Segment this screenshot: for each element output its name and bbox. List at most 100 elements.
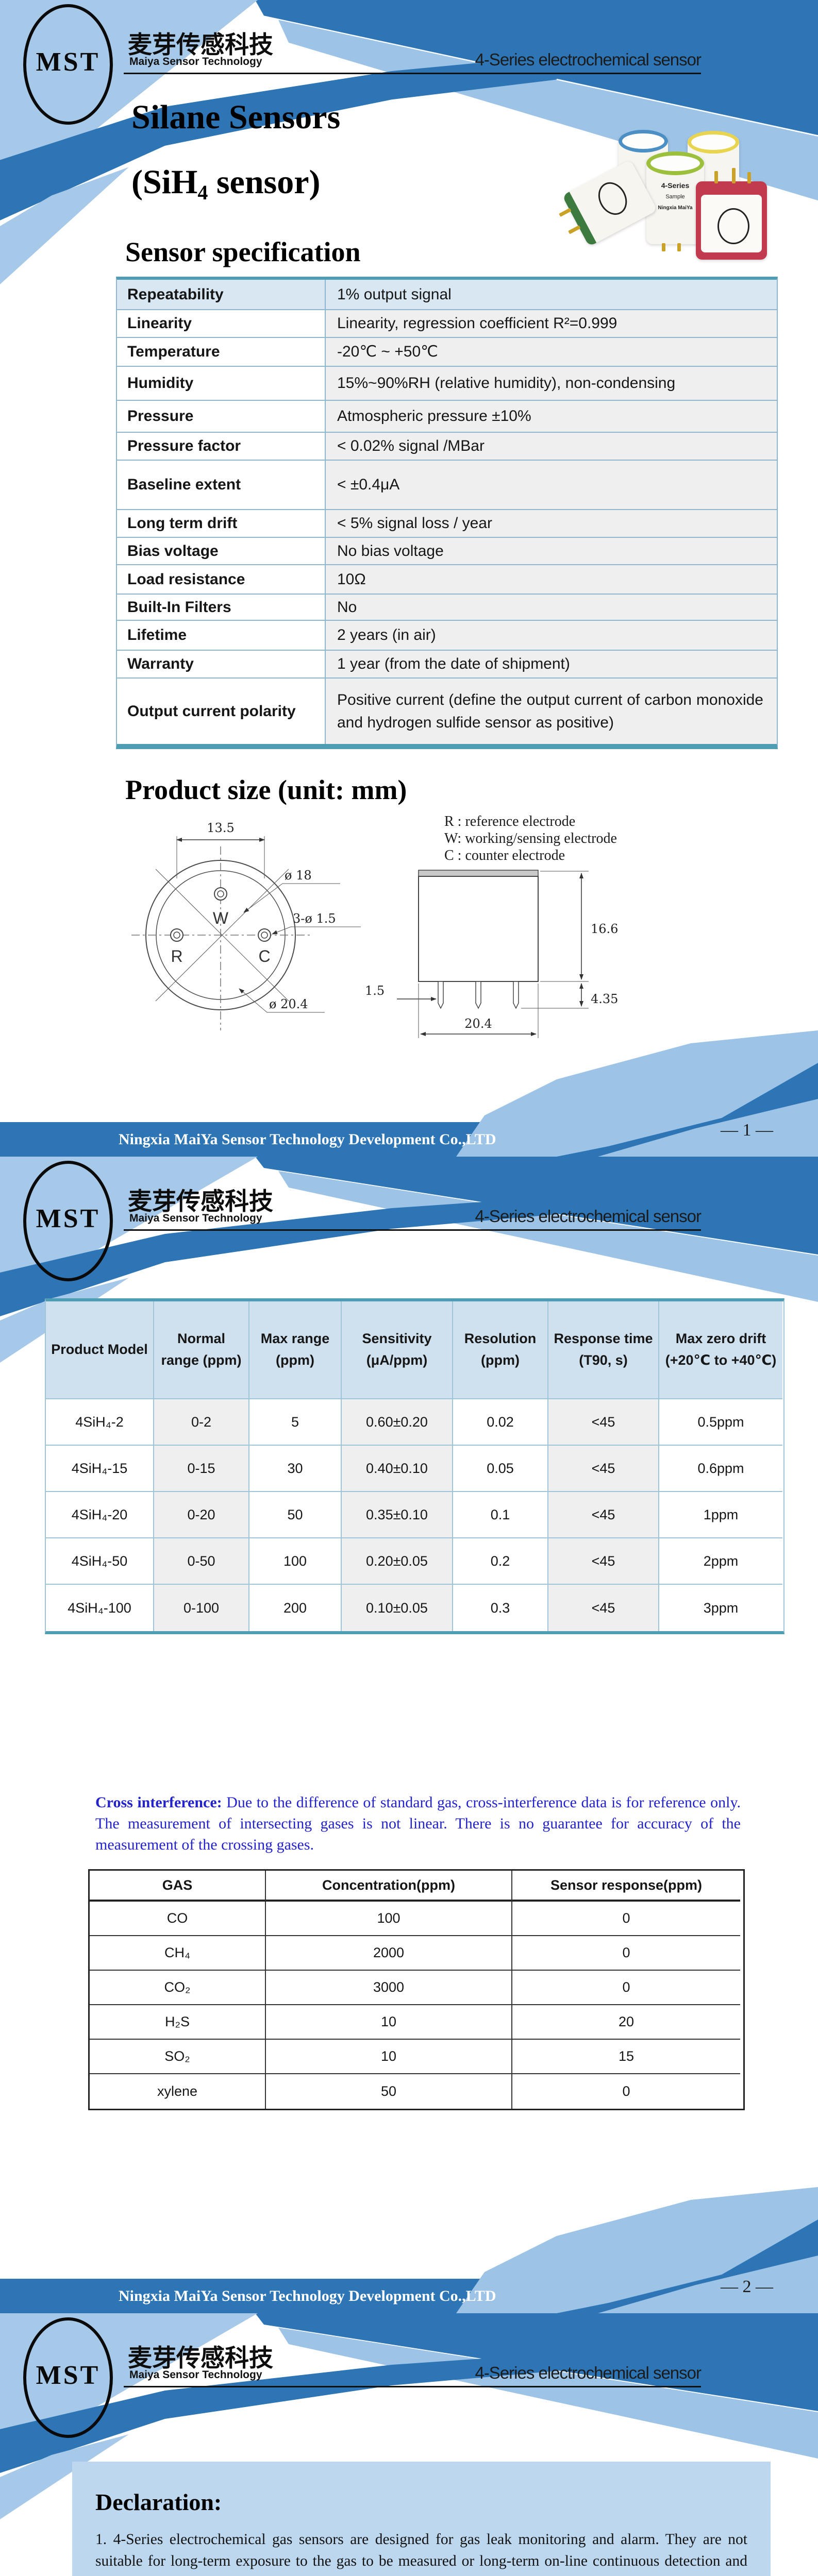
pin-c-inner <box>261 931 268 939</box>
gas-header-cell: Sensor response(ppm) <box>512 1871 740 1902</box>
declaration-box: Declaration: 1. 4-Series electrochemical… <box>72 2462 771 2576</box>
mst-logo: MST <box>23 2317 113 2438</box>
mst-logo-text: MST <box>36 1204 101 1233</box>
sensor-pin <box>568 225 581 234</box>
cell-gas: H₂S <box>90 2005 266 2040</box>
spec-label: Repeatability <box>117 280 325 309</box>
body-pins <box>438 981 519 1009</box>
model-header-cell: Sensitivity (μA/ppm) <box>342 1301 453 1399</box>
cell-response-time: <45 <box>548 1585 659 1631</box>
spec-value: < 5% signal loss / year <box>325 510 777 537</box>
declaration-item: 1. 4-Series electrochemical gas sensors … <box>95 2531 747 2576</box>
sensor-back-cap <box>562 192 597 247</box>
electrode-legend: R : reference electrode W: working/sensin… <box>444 813 617 864</box>
cell-resolution: 0.05 <box>453 1446 548 1492</box>
legend-line: C : counter electrode <box>444 848 565 863</box>
legend-line: R : reference electrode <box>444 814 576 829</box>
cell-concentration: 10 <box>266 2040 512 2074</box>
pin-label-r: R <box>171 947 182 965</box>
cell-max-range: 200 <box>249 1585 342 1631</box>
cell-response: 15 <box>512 2040 740 2074</box>
page-footer: Ningxia MaiYa Sensor Technology Developm… <box>0 1023 818 1157</box>
cell-model: 4SiH₄-20 <box>46 1492 154 1538</box>
spec-table-row: Lifetime 2 years (in air) <box>117 621 777 651</box>
dim-20-4: 20.4 <box>464 1016 492 1031</box>
spec-table-row: Bias voltage No bias voltage <box>117 538 777 565</box>
sensor-pin <box>732 168 736 183</box>
spec-value: No <box>325 595 777 620</box>
spec-value: 2 years (in air) <box>325 621 777 650</box>
outer-circle <box>145 860 296 1010</box>
pin-w <box>214 887 227 901</box>
cell-max-range: 5 <box>249 1399 342 1446</box>
spec-label: Bias voltage <box>117 538 325 564</box>
cell-zero-drift: 0.6ppm <box>659 1446 782 1492</box>
spec-table: Repeatability 1% output signal Linearity… <box>116 277 778 749</box>
spec-label: Lifetime <box>117 621 325 650</box>
sensor-pin <box>559 208 572 217</box>
cell-gas: CO <box>90 1902 266 1936</box>
spec-table-row: Baseline extent < ±0.4μA <box>117 461 777 510</box>
spec-label: Temperature <box>117 338 325 366</box>
cell-normal-range: 0-2 <box>154 1399 249 1446</box>
cell-max-range: 100 <box>249 1538 342 1585</box>
cell-max-range: 30 <box>249 1446 342 1492</box>
cell-zero-drift: 3ppm <box>659 1585 782 1631</box>
model-header-cell: Response time (T90, s) <box>548 1301 659 1399</box>
cross-interference-lead: Cross interference: <box>95 1794 222 1811</box>
cell-response: 0 <box>512 1971 740 2005</box>
cell-zero-drift: 0.5ppm <box>659 1399 782 1446</box>
cell-sensitivity: 0.35±0.10 <box>342 1492 453 1538</box>
cell-max-range: 50 <box>249 1492 342 1538</box>
cell-sensitivity: 0.60±0.20 <box>342 1399 453 1446</box>
cell-concentration: 10 <box>266 2005 512 2040</box>
sensor-red <box>696 168 767 260</box>
spec-table-row: Load resistance 10Ω <box>117 565 777 595</box>
cell-normal-range: 0-50 <box>154 1538 249 1585</box>
header-rule <box>124 2386 701 2387</box>
spec-label: Pressure factor <box>117 433 325 460</box>
spec-value: -20℃ ~ +50℃ <box>325 338 777 366</box>
spec-label: Baseline extent <box>117 461 325 509</box>
spec-label: Built-In Filters <box>117 595 325 620</box>
model-table-body: 4SiH₄-2 0-2 5 0.60±0.20 0.02 <45 0.5ppm … <box>46 1399 783 1631</box>
pin-label-w: W <box>213 909 229 927</box>
spec-table-row: Repeatability 1% output signal <box>117 280 777 310</box>
spec-table-row: Pressure factor < 0.02% signal /MBar <box>117 433 777 461</box>
dim-13-5: 13.5 <box>207 821 234 835</box>
document-subtitle: (SiH4 sensor) <box>131 163 321 205</box>
gas-header-cell: Concentration(ppm) <box>266 1871 512 1902</box>
spec-label: Pressure <box>117 401 325 432</box>
footer-company: Ningxia MaiYa Sensor Technology Developm… <box>119 2287 496 2304</box>
dim-1-5: 1.5 <box>365 984 385 998</box>
model-header-cell: Product Model <box>46 1301 154 1399</box>
dim-16-6: 16.6 <box>591 922 618 936</box>
cell-zero-drift: 2ppm <box>659 1538 782 1585</box>
model-table-header: Product Model Normal range (ppm) Max range… <box>46 1301 783 1399</box>
spec-label: Long term drift <box>117 510 325 537</box>
cell-response-time: <45 <box>548 1446 659 1492</box>
page-footer: Ningxia MaiYa Sensor Technology Developm… <box>0 2179 818 2313</box>
header-rule <box>124 1229 701 1231</box>
brand-name-english: Maiya Sensor Technology <box>129 56 262 67</box>
sensor-pin <box>677 243 681 251</box>
spec-section-heading: Sensor specification <box>125 236 361 267</box>
cell-concentration: 100 <box>266 1902 512 1936</box>
leader-line <box>239 988 268 1013</box>
spec-table-row: Long term drift < 5% signal loss / year <box>117 510 777 538</box>
pin-r <box>170 928 183 942</box>
cell-sensitivity: 0.40±0.10 <box>342 1446 453 1492</box>
gas-header-cell: GAS <box>90 1871 266 1902</box>
cell-normal-range: 0-15 <box>154 1446 249 1492</box>
mst-logo-text: MST <box>36 2360 101 2390</box>
spec-table-row: Temperature -20℃ ~ +50℃ <box>117 338 777 367</box>
cell-concentration: 3000 <box>266 1971 512 2005</box>
cell-resolution: 0.1 <box>453 1492 548 1538</box>
body-cap <box>418 870 539 877</box>
gas-table: GAS Concentration(ppm) Sensor response(ppm… <box>88 1869 745 2110</box>
series-label: 4-Series electrochemical sensor <box>475 1207 702 1226</box>
cell-resolution: 0.02 <box>453 1399 548 1446</box>
gas-table-body: CO 100 0 CH₄ 2000 0 CO₂ 3000 0 <box>90 1902 743 2109</box>
cell-model: 4SiH₄-50 <box>46 1538 154 1585</box>
